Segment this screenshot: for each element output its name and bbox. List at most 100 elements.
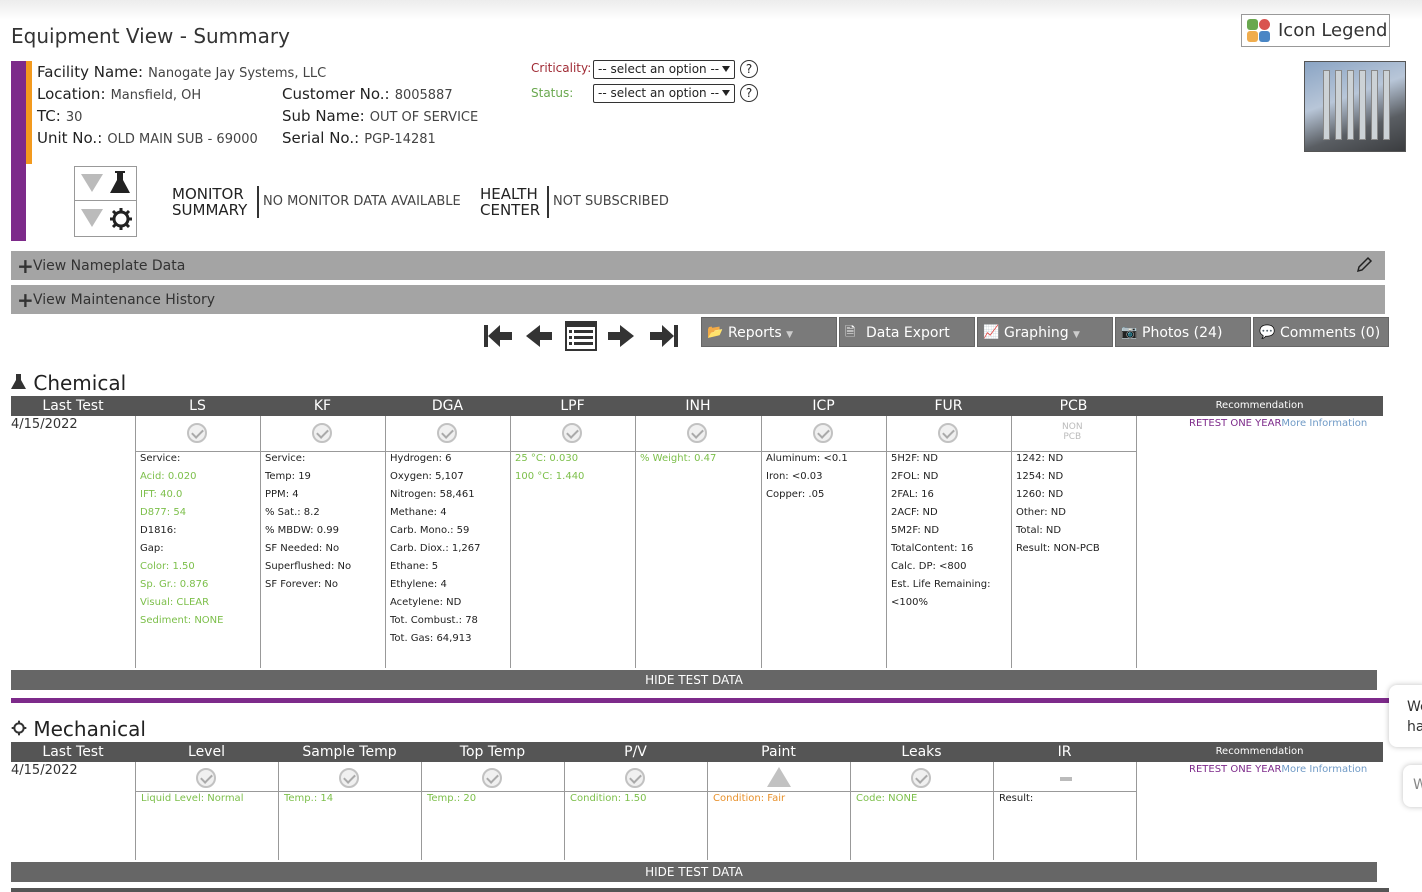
test-value: Oxygen: 5,107 (390, 471, 464, 482)
test-value: Temp.: 20 (427, 793, 477, 804)
column-divider (1136, 762, 1137, 860)
test-value: Service: (265, 453, 306, 464)
section-divider (11, 888, 1389, 892)
mechanical-header: Paint (707, 742, 850, 762)
chemical-status (75, 167, 136, 201)
warning-icon[interactable] (767, 767, 791, 787)
check-icon[interactable] (187, 423, 207, 443)
chemical-header: ICP (761, 396, 886, 416)
test-value: Sediment: NONE (140, 615, 224, 626)
hide-mechanical-test-data-button[interactable]: HIDE TEST DATA (11, 862, 1377, 882)
monitor-summary-value: NO MONITOR DATA AVAILABLE (263, 194, 461, 209)
column-divider (707, 762, 708, 860)
last-test-date: 4/15/2022 (11, 417, 78, 432)
mechanical-header: Last Test (11, 742, 135, 762)
serial-field: Serial No.: PGP-14281 (282, 129, 436, 147)
check-icon[interactable] (687, 423, 707, 443)
mechanical-header: P/V (564, 742, 707, 762)
chemical-header: KF (260, 396, 385, 416)
icon-legend-button[interactable]: Icon Legend (1241, 14, 1390, 47)
check-icon[interactable] (813, 423, 833, 443)
flask-icon (110, 171, 130, 193)
divider (547, 186, 549, 218)
test-value: 1260: ND (1016, 489, 1064, 500)
check-icon[interactable] (938, 423, 958, 443)
customer-field: Customer No.: 8005887 (282, 85, 453, 103)
test-value: Result: (999, 793, 1034, 804)
hide-chemical-test-data-button[interactable]: HIDE TEST DATA (11, 670, 1377, 690)
mechanical-header: IR (993, 742, 1136, 762)
check-icon[interactable] (911, 768, 931, 788)
column-divider (564, 762, 565, 860)
check-icon[interactable] (196, 768, 216, 788)
check-icon[interactable] (437, 423, 457, 443)
comments-button[interactable]: 💬 Comments (0) (1253, 317, 1389, 347)
test-value: 1254: ND (1016, 471, 1064, 482)
row-divider (135, 451, 1137, 452)
previous-record-icon[interactable] (524, 319, 554, 353)
test-value: Visual: CLEAR (140, 597, 210, 608)
test-value: D1816: (140, 525, 177, 536)
photos-button[interactable]: 📷 Photos (24) (1115, 317, 1251, 347)
test-value: Hydrogen: 6 (390, 453, 452, 464)
chemical-header: FUR (886, 396, 1011, 416)
row-divider (135, 791, 1137, 792)
test-value: SF Needed: No (265, 543, 340, 554)
equipment-photo[interactable] (1304, 61, 1406, 152)
test-value: TotalContent: 16 (891, 543, 974, 554)
comment-icon: 💬 (1259, 325, 1276, 340)
test-value: 5H2F: ND (891, 453, 938, 464)
reports-button[interactable]: 📂 Reports ▼ (701, 317, 837, 347)
test-value: Sp. Gr.: 0.876 (140, 579, 209, 590)
test-value: 5M2F: ND (891, 525, 940, 536)
first-record-icon[interactable] (482, 319, 514, 353)
test-value: Ethylene: 4 (390, 579, 447, 590)
data-export-button[interactable]: 🗎 Data Export (839, 317, 975, 347)
test-value: Ethane: 5 (390, 561, 439, 572)
section-divider (11, 698, 1389, 703)
criticality-select[interactable]: -- select an option -- (593, 60, 735, 79)
mechanical-header: Level (135, 742, 278, 762)
nameplate-toggle[interactable]: + View Nameplate Data (11, 251, 1385, 280)
check-icon[interactable] (482, 768, 502, 788)
tc-field: TC: 30 (37, 107, 83, 125)
test-value: Code: NONE (856, 793, 918, 804)
dash-icon (1060, 777, 1072, 781)
test-value: Copper: .05 (766, 489, 825, 500)
more-information-link[interactable]: More Information (1281, 764, 1368, 775)
check-icon[interactable] (312, 423, 332, 443)
check-icon[interactable] (562, 423, 582, 443)
test-value: Aluminum: <0.1 (766, 453, 848, 464)
column-divider (278, 762, 279, 860)
mechanical-recommendation: RETEST ONE YEARMore Information (1189, 764, 1368, 775)
pencil-icon[interactable] (1355, 256, 1373, 274)
column-divider (135, 416, 136, 668)
chemical-section-title: Chemical (11, 371, 126, 395)
location-field: Location: Mansfield, OH (37, 85, 202, 103)
facility-name-field: Facility Name: Nanogate Jay Systems, LLC (37, 63, 327, 81)
chat-bubble[interactable]: Weha (1389, 685, 1422, 747)
status-help-icon[interactable]: ? (740, 84, 758, 102)
test-value: 2ACF: ND (891, 507, 938, 518)
criticality-help-icon[interactable]: ? (740, 60, 758, 78)
test-value: Acid: 0.020 (140, 471, 197, 482)
check-icon[interactable] (625, 768, 645, 788)
test-value: PPM: 4 (265, 489, 299, 500)
test-value: <100% (891, 597, 928, 608)
check-icon[interactable] (339, 768, 359, 788)
list-icon[interactable] (564, 319, 598, 353)
status-select[interactable]: -- select an option -- (593, 84, 735, 103)
page-title: Equipment View - Summary (11, 24, 290, 48)
test-value: Carb. Diox.: 1,267 (390, 543, 481, 554)
maintenance-toggle[interactable]: + View Maintenance History (11, 285, 1385, 314)
last-record-icon[interactable] (648, 319, 680, 353)
test-value: Service: (140, 453, 181, 464)
mechanical-header: Top Temp (421, 742, 564, 762)
test-value: 25 °C: 0.030 (515, 453, 579, 464)
graphing-button[interactable]: 📈 Graphing ▼ (977, 317, 1113, 347)
chat-bubble-secondary[interactable]: W (1403, 765, 1422, 807)
test-value: Result: NON-PCB (1016, 543, 1100, 554)
next-record-icon[interactable] (606, 319, 636, 353)
test-value: Condition: 1.50 (570, 793, 647, 804)
more-information-link[interactable]: More Information (1281, 418, 1368, 429)
